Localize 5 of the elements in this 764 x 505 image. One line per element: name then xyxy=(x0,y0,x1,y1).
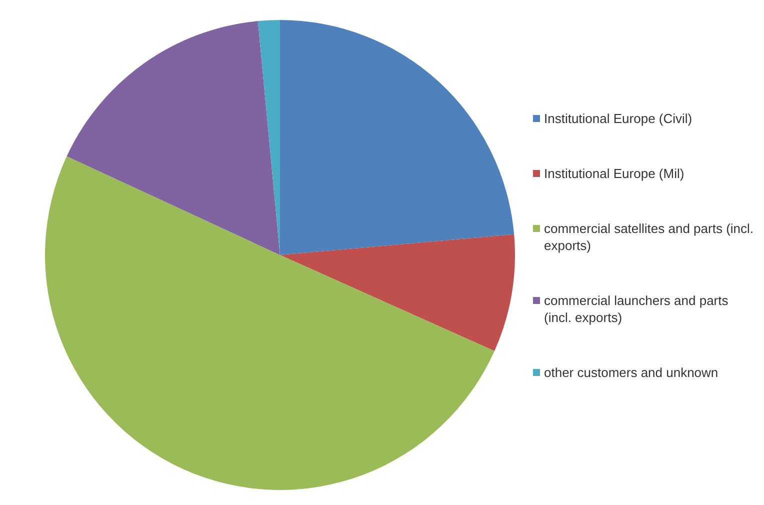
legend-label: other customers and unknown xyxy=(544,364,718,381)
legend-label: commercial satellites and parts (incl. exports) xyxy=(544,220,755,254)
legend-label: commercial launchers and parts (incl. exports) xyxy=(544,292,730,326)
legend-label: Institutional Europe (Mil) xyxy=(544,165,684,182)
legend-label: Institutional Europe (Civil) xyxy=(544,110,692,127)
